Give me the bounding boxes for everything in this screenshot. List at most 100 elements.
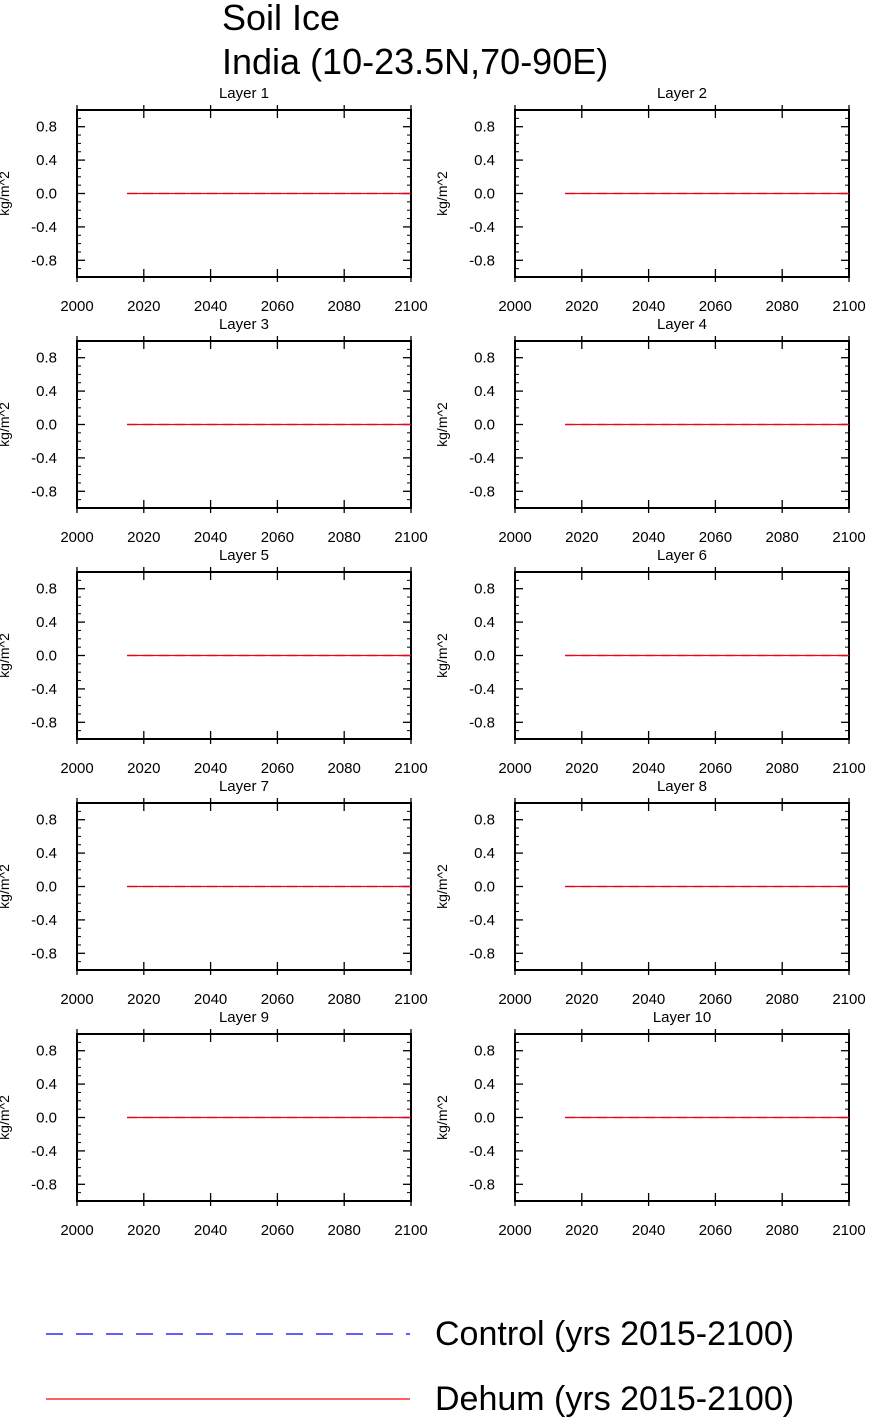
y-tick-label: 0.4 xyxy=(36,152,57,169)
y-tick-label: 0.8 xyxy=(36,1043,57,1060)
x-tick-label: 2060 xyxy=(261,760,294,777)
y-tick-label: 0.8 xyxy=(474,812,495,829)
panel-4: Layer 4 kg/m^2 -0.8 -0.4 0.0 0.4 0.8 2000 2020 20… xyxy=(434,316,866,546)
x-tick-label: 2080 xyxy=(328,1222,361,1239)
panel-title: Layer 8 xyxy=(657,778,707,795)
panel-3: Layer 3 kg/m^2 -0.8 -0.4 0.0 0.4 0.8 2000 2020 20… xyxy=(0,316,428,546)
panel-5: Layer 5 kg/m^2 -0.8 -0.4 0.0 0.4 0.8 2000 2020 20… xyxy=(0,547,428,777)
x-tick-label: 2020 xyxy=(127,529,160,546)
y-tick-label: 0.0 xyxy=(474,417,495,434)
x-tick-label: 2080 xyxy=(328,991,361,1008)
panel-10: Layer 10 kg/m^2 -0.8 -0.4 0.0 0.4 0.8 2000 2020 2… xyxy=(434,1009,866,1239)
panel-6: Layer 6 kg/m^2 -0.8 -0.4 0.0 0.4 0.8 2000 2020 20… xyxy=(434,547,866,777)
y-tick-label: -0.8 xyxy=(469,483,495,500)
y-tick-label: 0.8 xyxy=(36,119,57,136)
y-tick-label: -0.4 xyxy=(31,1143,57,1160)
panel-8: Layer 8 kg/m^2 -0.8 -0.4 0.0 0.4 0.8 2000 2020 20… xyxy=(434,778,866,1008)
y-tick-label: 0.0 xyxy=(36,648,57,665)
x-tick-label: 2040 xyxy=(632,760,665,777)
x-tick-label: 2080 xyxy=(766,1222,799,1239)
legend-control-label: Control (yrs 2015-2100) xyxy=(435,1315,794,1353)
y-tick-label: -0.4 xyxy=(31,912,57,929)
panel-title: Layer 6 xyxy=(657,547,707,564)
x-tick-label: 2100 xyxy=(394,991,427,1008)
y-tick-label: 0.4 xyxy=(36,383,57,400)
x-tick-label: 2000 xyxy=(498,760,531,777)
y-axis-label: kg/m^2 xyxy=(0,864,12,909)
y-tick-label: 0.8 xyxy=(474,581,495,598)
x-tick-label: 2020 xyxy=(127,991,160,1008)
x-tick-label: 2080 xyxy=(328,298,361,315)
x-tick-label: 2040 xyxy=(194,529,227,546)
x-tick-label: 2080 xyxy=(766,298,799,315)
y-axis-label: kg/m^2 xyxy=(0,633,12,678)
y-tick-label: -0.4 xyxy=(31,681,57,698)
y-tick-label: -0.4 xyxy=(469,681,495,698)
y-tick-label: 0.4 xyxy=(474,383,495,400)
y-tick-label: 0.8 xyxy=(36,581,57,598)
panel-title: Layer 10 xyxy=(653,1009,711,1026)
y-axis-label: kg/m^2 xyxy=(0,1095,12,1140)
x-tick-label: 2000 xyxy=(498,991,531,1008)
y-axis-label: kg/m^2 xyxy=(434,171,450,216)
y-tick-label: -0.4 xyxy=(31,219,57,236)
x-tick-label: 2000 xyxy=(60,991,93,1008)
x-tick-label: 2060 xyxy=(261,1222,294,1239)
x-tick-label: 2020 xyxy=(127,760,160,777)
x-tick-label: 2060 xyxy=(261,529,294,546)
x-tick-label: 2080 xyxy=(766,760,799,777)
y-tick-label: -0.4 xyxy=(469,1143,495,1160)
x-tick-label: 2020 xyxy=(565,1222,598,1239)
x-tick-label: 2020 xyxy=(565,298,598,315)
y-tick-label: 0.0 xyxy=(36,417,57,434)
x-tick-label: 2060 xyxy=(699,1222,732,1239)
y-axis-label: kg/m^2 xyxy=(434,864,450,909)
y-tick-label: 0.0 xyxy=(474,1110,495,1127)
x-tick-label: 2100 xyxy=(832,991,865,1008)
panel-title: Layer 5 xyxy=(219,547,269,564)
y-tick-label: 0.0 xyxy=(474,648,495,665)
legend: Control (yrs 2015-2100) Dehum (yrs 2015-… xyxy=(46,1315,794,1418)
panel-title: Layer 3 xyxy=(219,316,269,333)
x-tick-label: 2060 xyxy=(699,991,732,1008)
panel-title: Layer 2 xyxy=(657,85,707,102)
x-tick-label: 2100 xyxy=(394,529,427,546)
panel-title: Layer 1 xyxy=(219,85,269,102)
x-tick-label: 2000 xyxy=(498,298,531,315)
x-tick-label: 2060 xyxy=(699,298,732,315)
x-tick-label: 2040 xyxy=(194,298,227,315)
y-tick-label: -0.8 xyxy=(31,714,57,731)
y-tick-label: 0.0 xyxy=(36,879,57,896)
y-tick-label: 0.4 xyxy=(36,614,57,631)
x-tick-label: 2000 xyxy=(498,1222,531,1239)
x-tick-label: 2040 xyxy=(194,760,227,777)
y-tick-label: 0.0 xyxy=(36,186,57,203)
panel-grid: Layer 1 kg/m^2 -0.8 -0.4 0.0 0.4 0.8 2000 2020 20… xyxy=(0,85,866,1239)
panel-title: Layer 4 xyxy=(657,316,707,333)
x-tick-label: 2100 xyxy=(394,760,427,777)
legend-dehum-label: Dehum (yrs 2015-2100) xyxy=(435,1380,794,1418)
y-tick-label: -0.8 xyxy=(469,252,495,269)
panel-2: Layer 2 kg/m^2 -0.8 -0.4 0.0 0.4 0.8 2000 2020 20… xyxy=(434,85,866,315)
x-tick-label: 2000 xyxy=(60,298,93,315)
y-tick-label: -0.8 xyxy=(31,1176,57,1193)
x-tick-label: 2020 xyxy=(127,298,160,315)
y-tick-label: 0.8 xyxy=(36,812,57,829)
figure-title-line-2: India (10-23.5N,70-90E) xyxy=(222,41,608,82)
y-tick-label: 0.4 xyxy=(474,845,495,862)
y-tick-label: -0.4 xyxy=(469,912,495,929)
y-axis-label: kg/m^2 xyxy=(0,402,12,447)
figure-title-line-1: Soil Ice xyxy=(222,0,340,38)
panel-7: Layer 7 kg/m^2 -0.8 -0.4 0.0 0.4 0.8 2000 2020 20… xyxy=(0,778,428,1008)
x-tick-label: 2000 xyxy=(498,529,531,546)
x-tick-label: 2100 xyxy=(832,529,865,546)
x-tick-label: 2100 xyxy=(394,298,427,315)
x-tick-label: 2040 xyxy=(632,298,665,315)
y-tick-label: -0.8 xyxy=(31,483,57,500)
y-tick-label: 0.4 xyxy=(474,152,495,169)
y-tick-label: 0.0 xyxy=(474,879,495,896)
x-tick-label: 2040 xyxy=(632,991,665,1008)
x-tick-label: 2100 xyxy=(832,298,865,315)
y-tick-label: 0.4 xyxy=(36,845,57,862)
y-tick-label: 0.8 xyxy=(474,1043,495,1060)
